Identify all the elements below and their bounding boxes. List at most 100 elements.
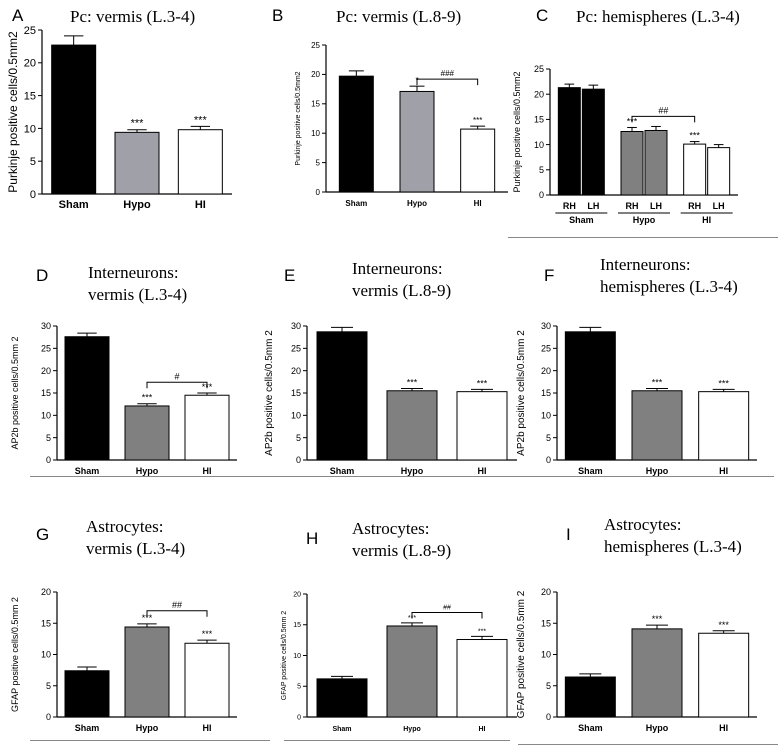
chart-c-category-label: RH [563, 201, 576, 211]
chart-g-bar [184, 642, 230, 718]
chart-c-ylabel: Purkinje positive cells/0.5mm2 [512, 71, 522, 192]
chart-h-category-label: Sham [332, 726, 351, 733]
chart-g-bar [124, 626, 170, 718]
chart-f-ytick-label: 30 [541, 321, 551, 331]
chart-a-category-label: Hypo [123, 199, 151, 211]
chart-a-ytick-label: 0 [30, 189, 36, 201]
chart-f-bar [564, 331, 616, 461]
panel-h-title: Astrocytes: [352, 519, 430, 538]
chart-f-bar [631, 390, 683, 461]
chart-c-bar [581, 88, 605, 196]
chart-c-group-label: Sham [569, 215, 594, 225]
chart-d-ytick-label: 30 [41, 321, 51, 331]
chart-f-category-label: HI [719, 466, 728, 476]
chart-b-ytick-label: 5 [316, 158, 321, 167]
chart-i-ylabel: GFAP positive cells/0.5mm 2 [516, 590, 527, 718]
chart-a-ytick-label: 5 [30, 156, 36, 168]
chart-a-ytick-label: 25 [24, 25, 36, 37]
chart-b-ytick-label: 0 [316, 188, 321, 197]
chart-i-ytick-label: 5 [546, 681, 551, 691]
panel-g-letter: G [36, 525, 50, 544]
chart-e-category-label: HI [478, 466, 487, 476]
chart-c-bar [707, 147, 731, 196]
chart-g-ylabel: GFAP positive cells/0.5mm 2 [10, 597, 20, 712]
chart-i-category-label: Hypo [646, 723, 669, 733]
chart-f-ytick-label: 25 [541, 343, 551, 353]
chart-f-bar [698, 391, 750, 461]
chart-c-ytick-label: 25 [534, 64, 544, 74]
chart-a-bar [177, 129, 223, 195]
chart-h-ytick-label: 15 [293, 622, 301, 629]
chart-a-ytick-label: 20 [24, 58, 36, 70]
chart-g-bracket [146, 610, 208, 617]
chart-f-ytick-label: 10 [541, 410, 551, 420]
chart-h-ytick-label: 20 [293, 591, 301, 598]
chart-f-significance-label: *** [652, 378, 663, 388]
chart-e-significance-label: *** [407, 378, 418, 388]
chart-a-ytick-label: 10 [24, 123, 36, 135]
chart-d-category-label: HI [203, 466, 212, 476]
chart-h-ytick-label: 0 [297, 714, 301, 721]
chart-d-significance-label: *** [142, 393, 153, 403]
chart-g-bracket-label: ## [172, 600, 182, 610]
panel-e-subtitle: vermis (L.8-9) [352, 281, 452, 300]
chart-i-significance-label: *** [718, 620, 729, 630]
chart-c-category-label: LH [713, 201, 725, 211]
chart-a-bar [51, 44, 97, 195]
panel-c-title: Pc: hemispheres (L.3-4) [576, 7, 740, 26]
chart-b-bar [338, 75, 374, 193]
chart-c-category-label: RH [626, 201, 639, 211]
chart-g-category-label: Sham [75, 723, 100, 733]
chart-a-significance-label: *** [194, 114, 208, 126]
chart-g-ytick-label: 15 [41, 618, 51, 628]
chart-g-ytick-label: 0 [46, 712, 51, 722]
chart-i-bar [564, 676, 616, 718]
separator-row3-h [284, 740, 510, 741]
chart-a-significance-label: *** [131, 118, 145, 130]
chart-b-ylabel: Purkinje positive cells/0.5mm2 [295, 71, 302, 165]
chart-g-bar [64, 670, 110, 718]
panel-d-subtitle: vermis (L.3-4) [88, 285, 188, 304]
chart-h-category-label: HI [479, 726, 486, 733]
chart-f-ytick-label: 20 [541, 366, 551, 376]
chart-e-category-label: Hypo [401, 466, 424, 476]
chart-g-category-label: HI [203, 723, 212, 733]
chart-g-ytick-label: 20 [41, 587, 51, 597]
chart-i-ytick-label: 20 [541, 587, 551, 597]
chart-h-bar [456, 639, 508, 718]
chart-e-ytick-label: 0 [296, 455, 301, 465]
panel-a-letter: A [12, 6, 24, 25]
chart-b-bracket-label: ### [441, 69, 455, 78]
panel-e-title: Interneurons: [352, 259, 443, 278]
panel-h-letter: H [306, 529, 319, 548]
chart-h-ylabel: GFAP positive cells/0.5mm 2 [281, 611, 288, 700]
separator-row3-i [518, 744, 778, 745]
chart-c-bracket-label: ## [658, 105, 668, 115]
chart-d-category-label: Hypo [136, 466, 159, 476]
chart-a-category-label: Sham [59, 199, 89, 211]
chart-h-bracket-label: ## [443, 604, 451, 611]
panel-i-subtitle: hemispheres (L.3-4) [604, 537, 742, 556]
chart-d-bar [184, 394, 230, 461]
chart-e-bar [386, 390, 438, 461]
chart-c-significance-label: *** [689, 131, 700, 141]
chart-c-bracket [631, 115, 696, 123]
chart-e-significance-label: *** [477, 378, 488, 388]
chart-f-ytick-label: 0 [546, 455, 551, 465]
chart-e-category-label: Sham [330, 466, 355, 476]
chart-e-ytick-label: 30 [291, 321, 301, 331]
chart-b-ytick-label: 15 [311, 100, 320, 109]
chart-c-ytick-label: 5 [539, 165, 544, 175]
chart-a-ytick-label: 15 [24, 90, 36, 102]
chart-h-category-label: Hypo [403, 726, 421, 733]
chart-d-ytick-label: 20 [41, 366, 51, 376]
chart-i-bar [698, 632, 750, 718]
chart-e-ytick-label: 15 [291, 388, 301, 398]
chart-d-ytick-label: 25 [41, 343, 51, 353]
panel-h-subtitle: vermis (L.8-9) [352, 541, 452, 560]
chart-i-category-label: HI [719, 723, 728, 733]
panel-g-title: Astrocytes: [86, 517, 164, 536]
chart-b-category-label: Sham [345, 199, 367, 208]
panel-g-subtitle: vermis (L.3-4) [86, 539, 186, 558]
chart-i-bar [631, 628, 683, 718]
